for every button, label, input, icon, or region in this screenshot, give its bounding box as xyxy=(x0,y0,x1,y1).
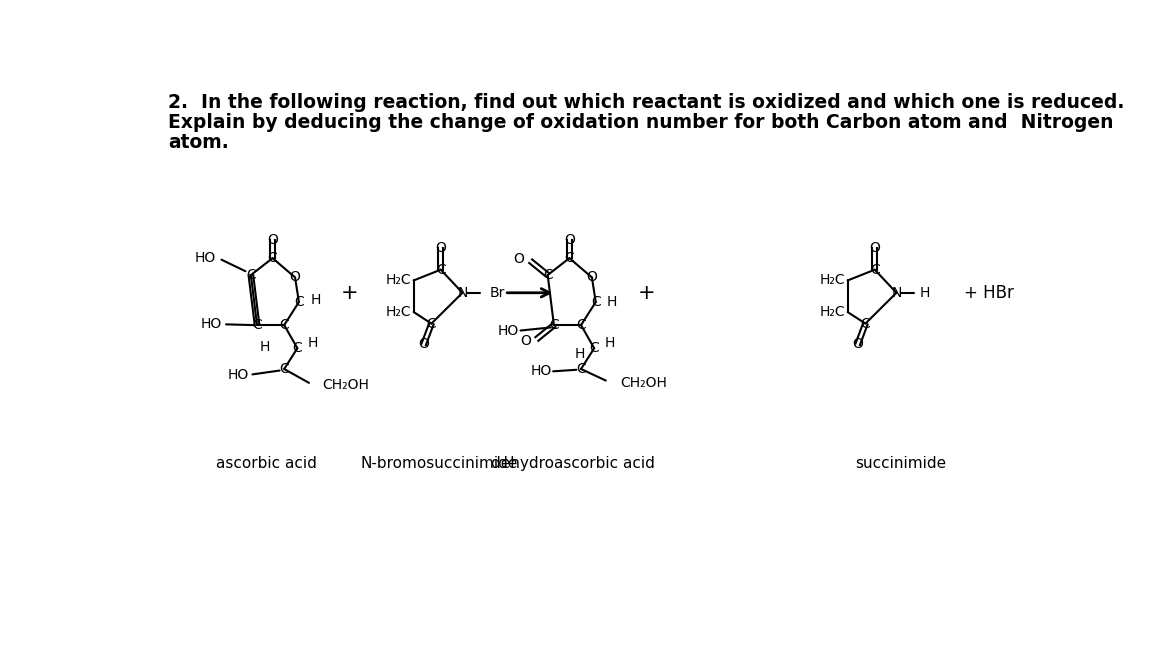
Text: C: C xyxy=(590,341,599,355)
Text: H: H xyxy=(606,295,617,309)
Text: N: N xyxy=(457,286,468,300)
Text: O: O xyxy=(869,241,880,255)
Text: HO: HO xyxy=(194,251,216,265)
Text: O: O xyxy=(435,241,446,255)
Text: H: H xyxy=(920,286,930,300)
Text: dehydroascorbic acid: dehydroascorbic acid xyxy=(491,456,655,471)
Text: H₂C: H₂C xyxy=(386,305,412,319)
Text: C: C xyxy=(427,317,436,331)
Text: H₂C: H₂C xyxy=(386,274,412,287)
Text: +: + xyxy=(340,283,358,303)
Text: C: C xyxy=(565,251,574,265)
Text: C: C xyxy=(253,318,262,332)
Text: C: C xyxy=(292,341,302,355)
Text: C: C xyxy=(861,317,870,331)
Text: C: C xyxy=(436,262,446,277)
Text: succinimide: succinimide xyxy=(855,456,945,471)
Text: CH₂OH: CH₂OH xyxy=(322,378,369,392)
Text: C: C xyxy=(869,262,880,277)
Text: O: O xyxy=(519,335,531,348)
Text: N-bromosuccinimide: N-bromosuccinimide xyxy=(360,456,518,471)
Text: H: H xyxy=(308,336,318,350)
Text: H₂C: H₂C xyxy=(820,274,845,287)
Text: O: O xyxy=(267,234,278,247)
Text: H: H xyxy=(310,293,321,308)
Text: HO: HO xyxy=(201,317,222,331)
Text: Br: Br xyxy=(489,286,505,300)
Text: H: H xyxy=(574,346,585,361)
Text: H: H xyxy=(605,336,615,350)
Text: H: H xyxy=(260,340,270,354)
Text: HO: HO xyxy=(227,368,248,382)
Text: +: + xyxy=(638,283,655,303)
Text: HO: HO xyxy=(497,324,519,338)
Text: N: N xyxy=(892,286,902,300)
Text: atom.: atom. xyxy=(168,133,228,152)
Text: C: C xyxy=(246,268,256,282)
Text: C: C xyxy=(576,318,586,332)
Text: C: C xyxy=(549,318,559,332)
Text: 2.  In the following reaction, find out which reactant is oxidized and which one: 2. In the following reaction, find out w… xyxy=(168,92,1124,112)
Text: C: C xyxy=(591,295,600,309)
Text: C: C xyxy=(576,362,586,376)
Text: O: O xyxy=(586,270,598,285)
Text: C: C xyxy=(294,295,304,309)
Text: C: C xyxy=(268,251,277,265)
Text: ascorbic acid: ascorbic acid xyxy=(216,456,317,471)
Text: CH₂OH: CH₂OH xyxy=(620,376,667,390)
Text: O: O xyxy=(514,252,524,266)
Text: C: C xyxy=(280,318,289,332)
Text: H₂C: H₂C xyxy=(820,305,845,319)
Text: Explain by deducing the change of oxidation number for both Carbon atom and  Nit: Explain by deducing the change of oxidat… xyxy=(168,113,1114,132)
Text: C: C xyxy=(280,362,289,376)
Text: O: O xyxy=(418,337,429,352)
Text: HO: HO xyxy=(530,364,551,379)
Text: O: O xyxy=(564,234,574,247)
Text: C: C xyxy=(543,268,552,282)
Text: O: O xyxy=(852,337,863,352)
Text: O: O xyxy=(290,270,301,285)
Text: + HBr: + HBr xyxy=(964,284,1013,302)
